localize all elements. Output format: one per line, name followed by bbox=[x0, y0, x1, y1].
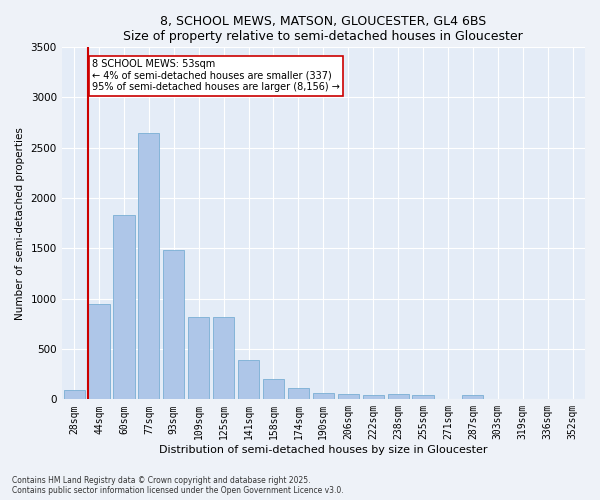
Bar bbox=[88, 304, 110, 400]
Bar bbox=[213, 317, 234, 400]
Bar bbox=[64, 390, 85, 400]
Bar bbox=[263, 379, 284, 400]
Bar bbox=[113, 215, 134, 400]
Bar bbox=[388, 394, 409, 400]
Bar bbox=[163, 250, 184, 400]
Y-axis label: Number of semi-detached properties: Number of semi-detached properties bbox=[15, 126, 25, 320]
Bar bbox=[462, 396, 484, 400]
Bar bbox=[313, 393, 334, 400]
Bar bbox=[138, 132, 160, 400]
Bar bbox=[288, 388, 309, 400]
Bar bbox=[338, 394, 359, 400]
Bar bbox=[412, 396, 434, 400]
X-axis label: Distribution of semi-detached houses by size in Gloucester: Distribution of semi-detached houses by … bbox=[159, 445, 488, 455]
Text: 8 SCHOOL MEWS: 53sqm
← 4% of semi-detached houses are smaller (337)
95% of semi-: 8 SCHOOL MEWS: 53sqm ← 4% of semi-detach… bbox=[92, 59, 340, 92]
Bar bbox=[238, 360, 259, 400]
Title: 8, SCHOOL MEWS, MATSON, GLOUCESTER, GL4 6BS
Size of property relative to semi-de: 8, SCHOOL MEWS, MATSON, GLOUCESTER, GL4 … bbox=[124, 15, 523, 43]
Text: Contains HM Land Registry data © Crown copyright and database right 2025.
Contai: Contains HM Land Registry data © Crown c… bbox=[12, 476, 344, 495]
Bar bbox=[362, 396, 384, 400]
Bar bbox=[188, 317, 209, 400]
